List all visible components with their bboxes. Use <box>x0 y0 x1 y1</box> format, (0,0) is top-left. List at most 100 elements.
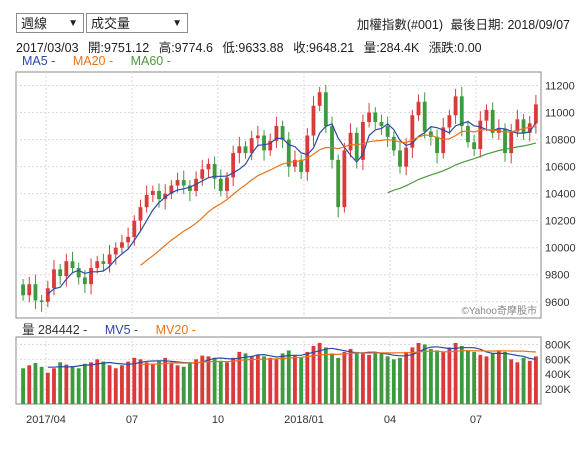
readout-low: 低:9633.88 <box>222 41 284 55</box>
volume-bar <box>311 345 316 404</box>
last-date-label: 最後日期: <box>450 18 504 32</box>
candle-body <box>150 190 155 195</box>
candle-body <box>187 185 192 191</box>
volume-bar <box>212 357 217 404</box>
candle-body <box>33 284 38 301</box>
volume-bar <box>194 359 199 404</box>
volume-bar <box>410 347 415 404</box>
candle-body <box>268 140 273 151</box>
volume-bar <box>305 351 310 404</box>
candle-body <box>132 220 137 237</box>
candle-body <box>478 120 483 150</box>
candle-body <box>385 126 390 137</box>
chevron-down-icon: ▼ <box>68 18 78 29</box>
candle-body <box>515 119 520 132</box>
candle-body <box>58 269 63 277</box>
candle-body <box>521 119 526 133</box>
index-name: 加權指數(#001) <box>356 18 443 32</box>
candle-body <box>503 128 507 154</box>
candle-body <box>126 236 131 243</box>
ma5-line <box>47 120 537 295</box>
candle-body <box>249 138 254 154</box>
y-tick-label: 11000 <box>545 108 575 120</box>
period-select[interactable]: 週線 ▼ <box>16 13 84 33</box>
volume-bar <box>391 359 396 404</box>
candle-body <box>206 163 211 170</box>
candle-body <box>373 112 378 123</box>
candle-body <box>82 277 87 285</box>
candle-body <box>348 132 353 151</box>
volume-bar <box>107 365 112 404</box>
volume-bar <box>163 357 168 404</box>
volume-bar <box>398 357 402 404</box>
volume-bar <box>175 365 180 404</box>
volume-bar <box>138 359 143 404</box>
candle-body <box>89 267 93 285</box>
candle-body <box>466 126 470 143</box>
candle-body <box>527 123 532 133</box>
x-tick-label: 10 <box>212 414 224 426</box>
mv5-line <box>47 346 536 368</box>
volume-bar <box>354 351 359 404</box>
candle-body <box>490 109 495 133</box>
volume-bar <box>157 360 161 404</box>
volume-bar <box>459 345 464 404</box>
candle-body <box>262 135 266 151</box>
volume-tick-label: 800K <box>545 339 571 351</box>
mv20-line <box>140 349 536 366</box>
candle-body <box>342 150 347 208</box>
candle-body <box>144 195 149 208</box>
volume-bar <box>70 366 75 404</box>
candle-body <box>379 122 384 127</box>
volume-bar <box>348 348 353 404</box>
readout-change: 漲跌:0.00 <box>428 41 482 55</box>
volume-bar <box>113 368 118 404</box>
volume-tick-label: 400K <box>545 369 571 381</box>
candle-body <box>305 135 310 173</box>
indicator-select[interactable]: 成交量 ▼ <box>86 13 188 33</box>
volume-bar <box>206 356 211 404</box>
volume-bar <box>299 357 304 404</box>
price-legend: MA5 - MA20 - MA60 - <box>22 54 185 68</box>
candle-body <box>163 193 168 200</box>
candle-body <box>435 136 439 154</box>
candle-body <box>157 190 161 200</box>
volume-bar <box>533 356 538 404</box>
volume-bar <box>496 350 501 404</box>
candle-body <box>293 159 297 167</box>
candle-body <box>120 242 124 248</box>
readout-high: 高:9774.6 <box>158 41 213 55</box>
chart-header: 加權指數(#001) 最後日期: 2018/09/07 <box>353 14 570 33</box>
ohlc-readout: 2017/03/03 開:9751.12 高:9774.6 低:9633.88 … <box>16 37 488 56</box>
volume-bar <box>132 357 137 404</box>
readout-date: 2017/03/03 <box>16 41 79 55</box>
volume-bar <box>280 353 285 404</box>
candle-body <box>231 153 236 178</box>
volume-bar <box>231 357 236 404</box>
legend-ma60: MA60 - <box>130 54 171 68</box>
x-tick-label: 04 <box>384 414 396 426</box>
volume-bar <box>379 353 384 404</box>
candle-body <box>323 92 328 127</box>
volume-bar <box>58 362 63 404</box>
legend-volume: 量 284442 - <box>22 323 88 337</box>
volume-bar <box>286 350 291 404</box>
volume-bar <box>64 364 69 404</box>
candle-body <box>391 136 396 151</box>
volume-bar <box>336 357 341 404</box>
volume-bar <box>169 362 174 404</box>
volume-bar <box>521 357 526 404</box>
volume-bar <box>21 368 26 404</box>
volume-bar <box>373 351 378 404</box>
candle-body <box>52 269 56 289</box>
volume-legend: 量 284442 - MV5 - MV20 - <box>22 319 210 338</box>
watermark-text: ©Yahoo奇摩股市 <box>461 304 537 317</box>
period-select-value: 週線 <box>21 16 48 31</box>
volume-bar <box>126 361 131 404</box>
candle-body <box>422 101 427 132</box>
volume-bar <box>484 356 489 404</box>
y-tick-label: 10800 <box>545 135 576 147</box>
candle-body <box>441 127 446 154</box>
candle-body <box>428 131 433 137</box>
